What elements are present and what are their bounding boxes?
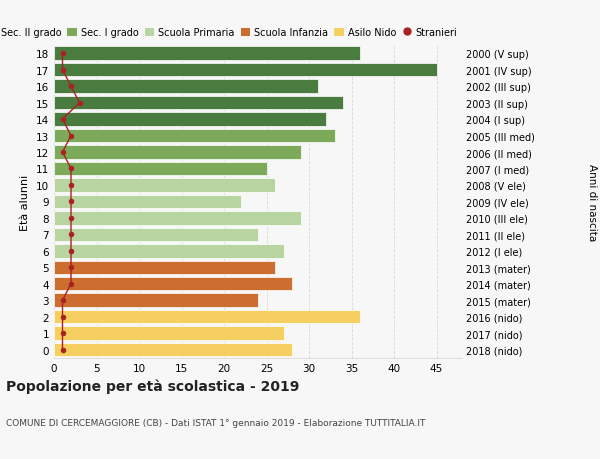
Bar: [54, 113, 326, 127]
Point: [66, 133, 76, 140]
Point: [66, 247, 76, 255]
Bar: [54, 310, 360, 324]
Bar: [54, 195, 241, 209]
Point: [66, 215, 76, 222]
Point: [58, 67, 67, 74]
Bar: [54, 64, 437, 77]
Bar: [54, 245, 284, 258]
Point: [58, 149, 67, 157]
Bar: [54, 212, 301, 225]
Point: [66, 165, 76, 173]
Point: [58, 116, 67, 123]
Point: [66, 231, 76, 239]
Bar: [54, 261, 275, 274]
Bar: [54, 228, 258, 241]
Point: [66, 83, 76, 90]
Text: Popolazione per età scolastica - 2019: Popolazione per età scolastica - 2019: [6, 379, 299, 393]
Text: Anni di nascita: Anni di nascita: [587, 163, 597, 241]
Legend: Sec. II grado, Sec. I grado, Scuola Primaria, Scuola Infanzia, Asilo Nido, Stran: Sec. II grado, Sec. I grado, Scuola Prim…: [0, 28, 457, 38]
Point: [74, 100, 84, 107]
Point: [66, 264, 76, 271]
Bar: [54, 294, 258, 307]
Point: [58, 330, 67, 337]
Point: [58, 50, 67, 58]
Point: [66, 198, 76, 206]
Bar: [54, 277, 292, 291]
Point: [58, 297, 67, 304]
Bar: [54, 47, 360, 61]
Bar: [54, 146, 301, 159]
Point: [58, 346, 67, 353]
Bar: [54, 179, 275, 192]
Y-axis label: Età alunni: Età alunni: [20, 174, 31, 230]
Point: [58, 313, 67, 321]
Bar: [54, 97, 343, 110]
Bar: [54, 162, 266, 176]
Text: COMUNE DI CERCEMAGGIORE (CB) - Dati ISTAT 1° gennaio 2019 - Elaborazione TUTTITA: COMUNE DI CERCEMAGGIORE (CB) - Dati ISTA…: [6, 418, 425, 427]
Bar: [54, 80, 317, 94]
Bar: [54, 129, 335, 143]
Point: [66, 182, 76, 189]
Bar: [54, 327, 284, 340]
Point: [66, 280, 76, 288]
Bar: [54, 343, 292, 357]
